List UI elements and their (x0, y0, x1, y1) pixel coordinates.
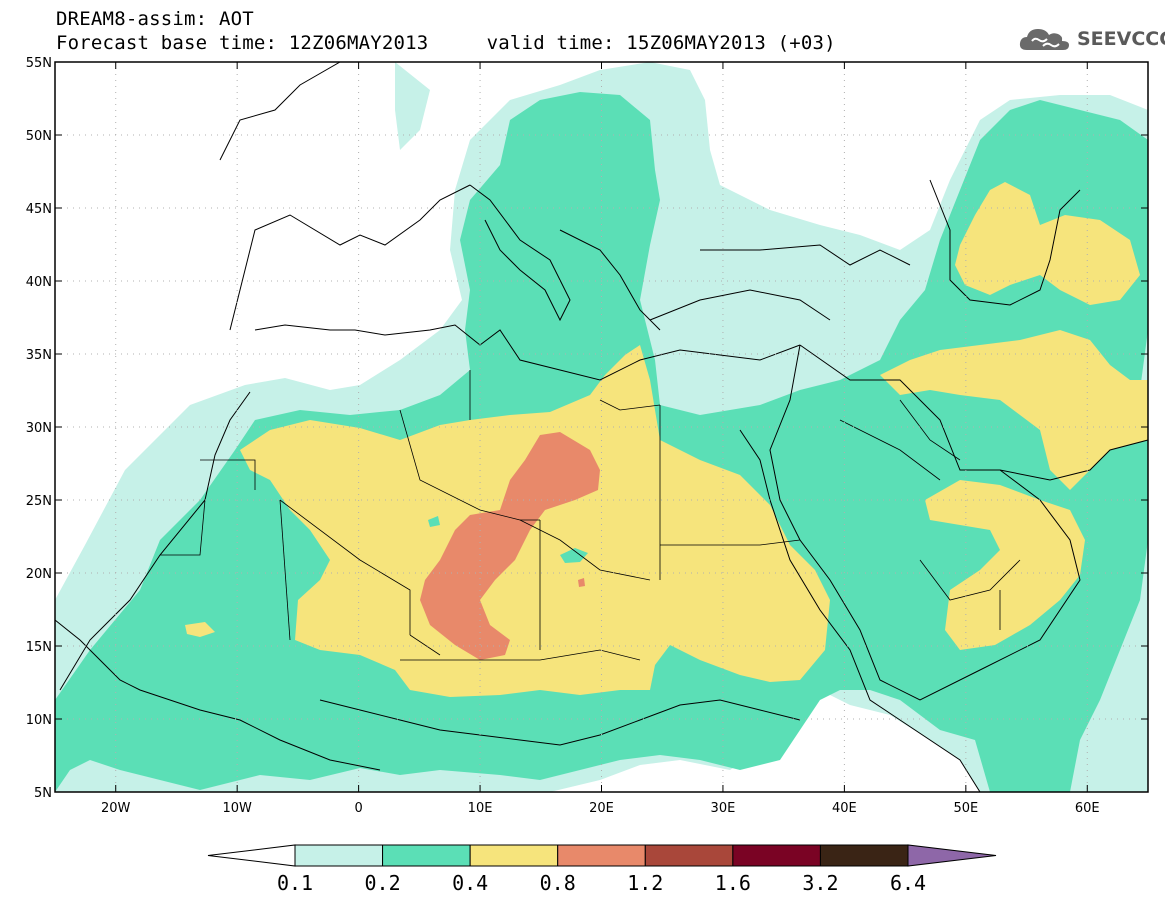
chart-subtitle-times: Forecast base time: 12Z06MAY2013 valid t… (56, 32, 836, 54)
lat-tick-label: 25N (26, 494, 52, 509)
colorbar-label: 1.2 (627, 871, 663, 895)
colorbar-swatch (469, 844, 559, 867)
lon-tick-label: 60E (1075, 801, 1100, 816)
colorbar-label: 6.4 (890, 871, 926, 895)
lon-tick-label: 50E (953, 801, 978, 816)
lat-tick-label: 55N (26, 56, 52, 71)
lat-tick-label: 5N (34, 786, 52, 801)
coastlines-borders (55, 62, 1148, 792)
colorbar-label: 3.2 (802, 871, 838, 895)
aot-field-0.4-caspian (955, 182, 1140, 305)
lat-tick-label: 40N (26, 275, 52, 290)
political-borders (160, 370, 1021, 661)
aot-field-small-patch-2 (428, 516, 440, 527)
grid-lines (55, 62, 1148, 792)
colorbar-swatch (557, 844, 646, 867)
colorbar-label: 0.8 (540, 871, 576, 895)
lat-tick-label: 45N (26, 202, 52, 217)
chart-title: DREAM8-assim: AOT (56, 8, 254, 30)
lon-tick-label: 20E (589, 801, 614, 816)
aot-field-0.1-north (395, 62, 430, 150)
colorbar-label: 0.2 (365, 871, 401, 895)
colorbar-label: 1.6 (715, 871, 751, 895)
cloud-icon (1019, 29, 1069, 50)
colorbar-over-arrow (907, 844, 997, 867)
colorbar-under-arrow (207, 844, 296, 867)
lon-tick-label: 10E (468, 801, 493, 816)
colorbar-label: 0.4 (452, 871, 488, 895)
lat-tick-label: 10N (26, 713, 52, 728)
colorbar-swatch (732, 844, 821, 867)
lat-tick-label: 15N (26, 640, 52, 655)
colorbar-swatch (644, 844, 734, 867)
aot-field-0.8 (420, 432, 600, 660)
colorbar-swatch (382, 844, 471, 867)
colorbar-swatch (294, 844, 384, 867)
map-axes: 20W 10W 0 10E 20E 30E 40E 50E 60E 5N 10N 15N 20N 25N 3… (26, 56, 1148, 816)
lat-tick-label: 50N (26, 129, 52, 144)
colorbar-label: 0.1 (277, 871, 313, 895)
lon-tick-label: 0 (354, 801, 362, 816)
aot-field-0.4-iran (880, 330, 1148, 490)
lat-tick-label: 35N (26, 348, 52, 363)
lon-tick-label: 30E (711, 801, 736, 816)
aot-field-0.4-patch (185, 622, 215, 637)
colorbar-swatch (819, 844, 909, 867)
aot-colorbar: 0.1 0.2 0.4 0.8 1.2 1.6 3.2 6.4 (207, 844, 997, 895)
seevccc-logo: SEEVCCC (1017, 22, 1165, 56)
aot-field-small-patch (560, 548, 588, 563)
lon-tick-label: 20W (101, 801, 131, 816)
lon-tick-label: 40E (832, 801, 857, 816)
lat-tick-label: 30N (26, 421, 52, 436)
lon-tick-label: 10W (222, 801, 252, 816)
logo-text: SEEVCCC (1077, 28, 1165, 50)
lat-tick-label: 20N (26, 567, 52, 582)
aot-field-small-patch-3 (578, 578, 585, 587)
aot-field-0.4-arabia (925, 480, 1085, 650)
